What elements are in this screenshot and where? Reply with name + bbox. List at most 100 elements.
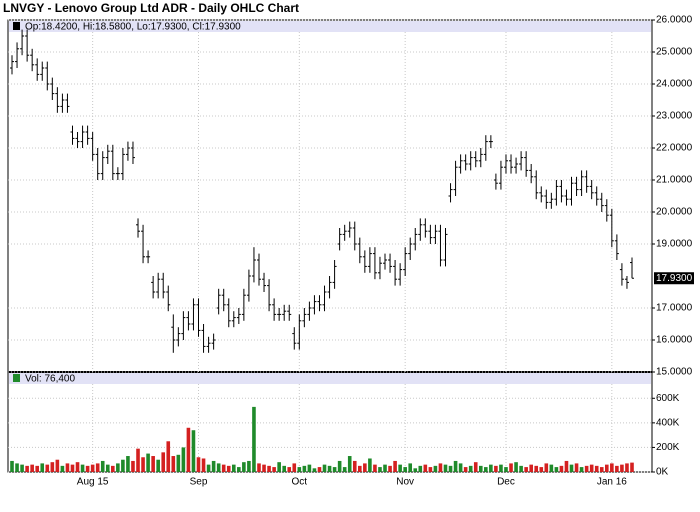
volume-bar bbox=[529, 464, 533, 472]
volume-bar bbox=[433, 465, 438, 472]
volume-bar bbox=[176, 454, 181, 472]
volume-bar bbox=[105, 464, 110, 472]
volume-bar bbox=[599, 467, 604, 472]
volume-bar bbox=[504, 467, 508, 472]
x-tick-label: Nov bbox=[396, 477, 414, 488]
volume-bar bbox=[50, 462, 55, 472]
volume-bar bbox=[297, 467, 302, 472]
volume-bar bbox=[443, 464, 448, 472]
volume-bar bbox=[594, 465, 599, 472]
volume-bar bbox=[358, 465, 362, 472]
volume-bar bbox=[25, 465, 29, 472]
volume-bar bbox=[332, 467, 337, 472]
volume-bar bbox=[438, 463, 443, 472]
volume-bar bbox=[484, 467, 488, 472]
volume-bar bbox=[55, 459, 60, 472]
volume-bar bbox=[463, 467, 468, 472]
volume-bar bbox=[604, 464, 609, 472]
volume-bar bbox=[277, 462, 281, 472]
y-tick-label: 20.0000 bbox=[656, 207, 693, 218]
volume-bar bbox=[70, 464, 75, 472]
volume-bar bbox=[559, 465, 564, 472]
volume-bar bbox=[519, 465, 523, 472]
volume-bar bbox=[347, 456, 352, 472]
volume-bar bbox=[60, 465, 65, 472]
volume-bar bbox=[206, 464, 211, 472]
volume-bar bbox=[237, 467, 241, 472]
volume-bar bbox=[257, 463, 261, 472]
volume-bar bbox=[428, 467, 433, 472]
volume-bar bbox=[393, 460, 397, 472]
volume-bar bbox=[20, 464, 24, 472]
volume-bar bbox=[337, 460, 342, 472]
volume-bar bbox=[569, 464, 574, 472]
x-tick-label: Aug 15 bbox=[77, 477, 109, 488]
volume-bar bbox=[35, 465, 40, 472]
volume-bar bbox=[181, 447, 186, 472]
volume-bar bbox=[15, 463, 19, 472]
volume-bar bbox=[630, 462, 634, 472]
volume-bar bbox=[620, 464, 624, 472]
volume-bar bbox=[509, 463, 513, 472]
volume-bar bbox=[539, 467, 544, 472]
x-tick-label: Sep bbox=[190, 477, 208, 488]
volume-bar bbox=[45, 464, 50, 472]
volume-bar bbox=[589, 464, 594, 472]
x-tick-label: Dec bbox=[497, 477, 515, 488]
volume-legend: Vol: 76,400 bbox=[25, 374, 75, 385]
volume-bar bbox=[242, 462, 246, 472]
volume-bar bbox=[398, 464, 402, 472]
volume-bar bbox=[191, 430, 196, 472]
price-panel bbox=[7, 19, 653, 373]
volume-bar bbox=[317, 467, 322, 472]
volume-bar bbox=[151, 456, 155, 472]
volume-bar bbox=[136, 448, 140, 472]
volume-bar bbox=[211, 460, 216, 472]
volume-bar bbox=[267, 465, 271, 472]
volume-bar bbox=[418, 465, 423, 472]
volume-bar bbox=[282, 465, 286, 472]
y-tick-label: 19.0000 bbox=[656, 239, 693, 250]
volume-bar bbox=[468, 465, 473, 472]
volume-bar bbox=[327, 465, 332, 472]
volume-bar bbox=[85, 465, 90, 472]
volume-bar bbox=[489, 464, 493, 472]
volume-bar bbox=[90, 464, 95, 472]
volume-bar bbox=[166, 441, 171, 472]
volume-bar bbox=[307, 464, 312, 472]
volume-legend-swatch bbox=[13, 374, 20, 382]
volume-bar bbox=[368, 458, 372, 472]
volume-bar bbox=[216, 463, 221, 472]
y-tick-label: 21.0000 bbox=[656, 175, 693, 186]
volume-bar bbox=[131, 460, 135, 472]
volume-bar bbox=[226, 465, 231, 472]
volume-bar bbox=[574, 463, 579, 472]
y-tick-label: 15.0000 bbox=[656, 367, 693, 378]
volume-bar bbox=[478, 465, 483, 472]
volume-bar bbox=[363, 463, 367, 472]
volume-bar bbox=[272, 467, 276, 472]
volume-bar bbox=[252, 406, 256, 472]
volume-bar bbox=[141, 457, 145, 472]
volume-bar bbox=[378, 467, 382, 472]
volume-bar bbox=[403, 467, 407, 472]
volume-bar bbox=[423, 464, 428, 472]
volume-bar bbox=[499, 464, 503, 472]
volume-bar bbox=[625, 463, 629, 472]
volume-bar bbox=[161, 452, 166, 472]
y-tick-label: 25.0000 bbox=[656, 47, 693, 58]
volume-bar bbox=[231, 464, 236, 472]
volume-bar bbox=[453, 460, 458, 472]
volume-bar bbox=[322, 464, 327, 472]
volume-bar bbox=[342, 467, 347, 472]
y-tick-label: 16.0000 bbox=[656, 335, 693, 346]
volume-bar bbox=[549, 464, 554, 472]
volume-bar bbox=[201, 458, 206, 472]
y-tick-label: 600K bbox=[656, 393, 680, 404]
volume-bar bbox=[95, 463, 100, 472]
volume-bar bbox=[30, 464, 34, 472]
volume-bar bbox=[458, 463, 463, 472]
volume-bar bbox=[40, 463, 45, 472]
volume-bar bbox=[221, 464, 226, 472]
volume-bar bbox=[373, 464, 377, 472]
